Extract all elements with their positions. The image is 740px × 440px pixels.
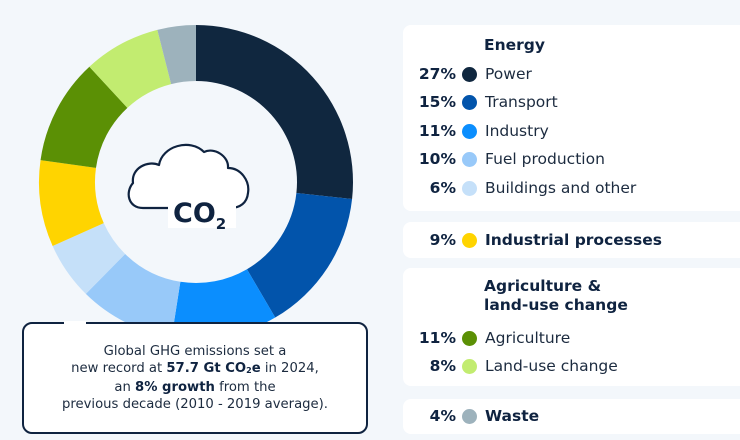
slice-buildings-and-other bbox=[52, 223, 126, 294]
legend-item-industry: 11% Industry bbox=[418, 122, 549, 140]
slice-fuel-production bbox=[85, 253, 181, 338]
legend-item-transport: 15% Transport bbox=[418, 93, 558, 111]
callout-line-3-pre: an bbox=[114, 380, 136, 395]
legend-dot bbox=[462, 330, 477, 346]
slice-power bbox=[196, 25, 353, 200]
slice-land-use-change bbox=[89, 29, 172, 108]
callout-line-1: Global GHG emissions set a bbox=[103, 344, 287, 359]
slice-industrial-processes bbox=[38, 160, 104, 247]
summary-callout: Global GHG emissions set a new record at… bbox=[22, 321, 368, 434]
legend-item-land-use-change: 8% Land-use change bbox=[429, 357, 618, 375]
legend-item-power: 27% Power bbox=[418, 65, 532, 83]
donut-slices bbox=[38, 25, 353, 339]
legend-item-industrial-processes: 9% Industrial processes bbox=[429, 231, 662, 249]
legend-dot bbox=[462, 94, 477, 110]
callout-total-emissions: 57.7 Gt CO2e bbox=[166, 361, 261, 376]
legend-item-buildings: 6% Buildings and other bbox=[429, 179, 637, 197]
donut-chart: CO2 bbox=[38, 25, 353, 339]
callout-line-3-post: from the bbox=[214, 380, 276, 395]
legend-title-agriculture: Agriculture & land-use change bbox=[484, 277, 628, 314]
callout-text: Global GHG emissions set a new record at… bbox=[62, 343, 328, 413]
legend-item-waste: 4% Waste bbox=[429, 407, 540, 425]
legend-card-waste: 4% Waste bbox=[403, 399, 740, 434]
legend-dot bbox=[462, 358, 477, 374]
callout-line-2-pre: new record at bbox=[71, 361, 167, 376]
callout-gap bbox=[64, 321, 86, 326]
legend-card-industrial: 9% Industrial processes bbox=[403, 222, 740, 258]
legend: Energy 27% Power 15% Transport 11% Indus… bbox=[403, 0, 740, 440]
callout-line-2-post: in 2024, bbox=[260, 361, 319, 376]
legend-dot bbox=[462, 180, 477, 196]
legend-dot bbox=[462, 232, 477, 248]
legend-card-energy: Energy 27% Power 15% Transport 11% Indus… bbox=[403, 25, 740, 211]
co2-label: CO2 bbox=[173, 198, 226, 233]
legend-dot bbox=[462, 151, 477, 167]
slice-waste bbox=[157, 25, 196, 85]
legend-dot bbox=[462, 123, 477, 139]
slice-transport bbox=[246, 192, 353, 318]
callout-line-4: previous decade (2010 - 2019 average). bbox=[62, 397, 328, 412]
legend-title-energy: Energy bbox=[484, 36, 545, 54]
callout-growth: 8% growth bbox=[135, 380, 215, 395]
slice-industry bbox=[171, 269, 276, 339]
legend-dot bbox=[462, 408, 477, 424]
legend-card-agriculture: Agriculture & land-use change 11% Agricu… bbox=[403, 268, 740, 386]
cloud-icon bbox=[127, 143, 250, 210]
legend-item-fuel-production: 10% Fuel production bbox=[418, 150, 605, 168]
legend-dot bbox=[462, 66, 477, 82]
slice-agriculture bbox=[40, 66, 128, 168]
co2-label-bg bbox=[168, 194, 236, 228]
legend-item-agriculture: 11% Agriculture bbox=[418, 329, 571, 347]
